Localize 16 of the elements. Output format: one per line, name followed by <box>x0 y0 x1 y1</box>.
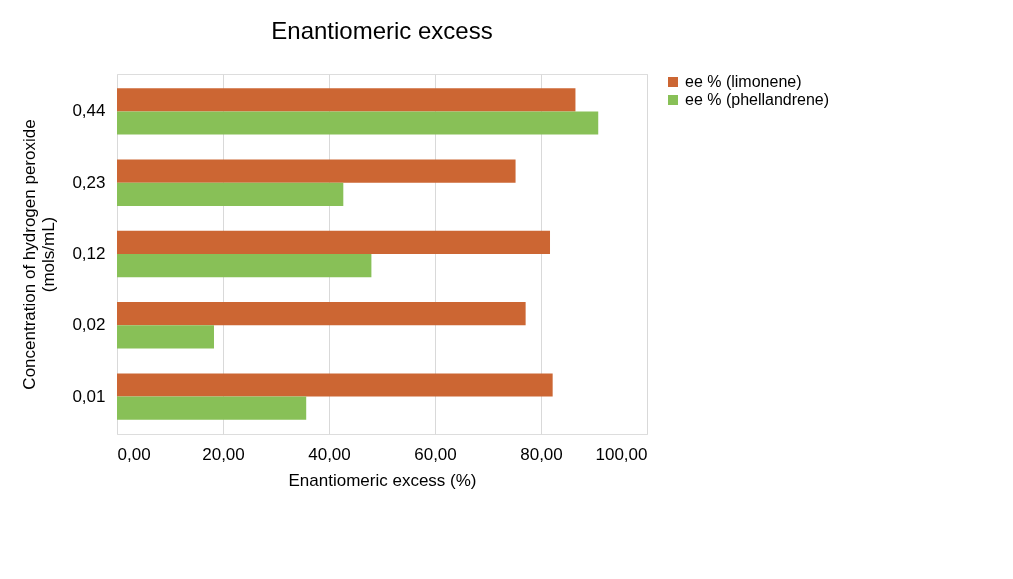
legend-label: ee % (phellandrene) <box>685 91 830 108</box>
x-tick-label: 60,00 <box>414 444 457 464</box>
y-tick-label: 0,23 <box>72 172 106 192</box>
x-axis-title: Enantiomeric excess (%) <box>288 470 477 490</box>
y-tick-label: 0,02 <box>72 315 106 335</box>
y-tick-label: 0,01 <box>72 386 106 406</box>
x-tick-label: 0,00 <box>117 444 151 464</box>
y-axis-title: Concentration of hydrogen peroxide (mols/mL) <box>20 119 59 390</box>
x-tick-label: 20,00 <box>202 444 245 464</box>
x-tick-label: 80,00 <box>520 444 563 464</box>
y-tick-label: 0,12 <box>72 244 106 263</box>
x-tick-label: 40,00 <box>308 444 351 464</box>
legend-label: ee % (limonene) <box>685 73 802 90</box>
chart-title: Enantiomeric excess <box>271 17 493 44</box>
y-tick-label: 0,44 <box>72 101 106 121</box>
x-tick-label: 100,00 <box>595 444 648 464</box>
